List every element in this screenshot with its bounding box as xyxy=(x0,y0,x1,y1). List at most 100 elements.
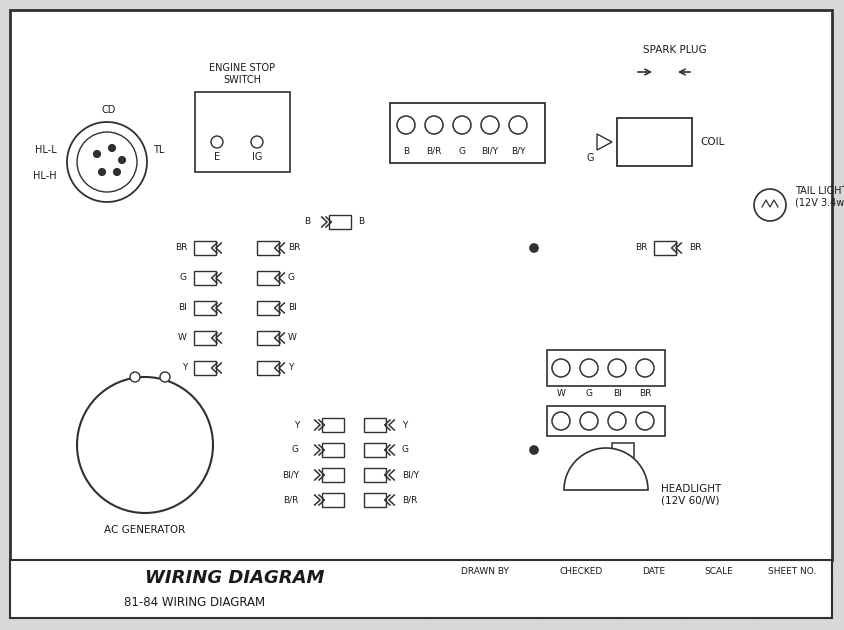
Text: B/R: B/R xyxy=(284,496,299,505)
Bar xyxy=(194,361,216,375)
Text: ENGINE STOP
SWITCH: ENGINE STOP SWITCH xyxy=(209,63,275,85)
Text: BI: BI xyxy=(288,304,297,312)
Circle shape xyxy=(580,359,598,377)
Text: W: W xyxy=(178,333,187,343)
Bar xyxy=(322,443,344,457)
Bar xyxy=(257,241,279,255)
Circle shape xyxy=(251,136,263,148)
Text: DRAWN BY: DRAWN BY xyxy=(461,566,509,575)
Text: IG: IG xyxy=(252,152,262,162)
Text: BI: BI xyxy=(613,389,621,399)
Text: BR: BR xyxy=(635,244,647,253)
Text: HL-L: HL-L xyxy=(35,145,57,155)
Circle shape xyxy=(552,359,570,377)
Circle shape xyxy=(481,116,499,134)
Circle shape xyxy=(113,168,121,176)
Text: B: B xyxy=(358,217,364,227)
Bar xyxy=(257,271,279,285)
Text: BR: BR xyxy=(639,389,652,399)
Polygon shape xyxy=(597,134,612,150)
Bar xyxy=(329,215,351,229)
Circle shape xyxy=(211,136,223,148)
Text: Y: Y xyxy=(294,420,299,430)
Circle shape xyxy=(636,412,654,430)
Text: W: W xyxy=(556,389,565,399)
Text: B/R: B/R xyxy=(426,147,441,156)
Text: BI/Y: BI/Y xyxy=(481,147,499,156)
Circle shape xyxy=(453,116,471,134)
Text: G: G xyxy=(586,389,592,399)
Text: BR: BR xyxy=(689,244,701,253)
Text: B: B xyxy=(304,217,310,227)
Bar xyxy=(364,493,386,507)
Text: G: G xyxy=(288,273,295,282)
Text: 81-84 WIRING DIAGRAM: 81-84 WIRING DIAGRAM xyxy=(124,595,266,609)
Text: W: W xyxy=(288,333,297,343)
Circle shape xyxy=(636,359,654,377)
Text: COIL: COIL xyxy=(700,137,724,147)
Circle shape xyxy=(552,412,570,430)
Text: B/Y: B/Y xyxy=(511,147,525,156)
Bar xyxy=(547,406,665,436)
Bar xyxy=(322,418,344,432)
Text: AC GENERATOR: AC GENERATOR xyxy=(105,525,186,535)
Text: HL-H: HL-H xyxy=(34,171,57,181)
Bar xyxy=(257,301,279,315)
Bar xyxy=(322,468,344,482)
Bar xyxy=(10,560,832,618)
Text: BI/Y: BI/Y xyxy=(282,471,299,479)
Bar xyxy=(10,10,832,560)
Text: G: G xyxy=(292,445,299,454)
Text: BI/Y: BI/Y xyxy=(402,471,419,479)
Circle shape xyxy=(530,446,538,454)
Text: Y: Y xyxy=(181,364,187,372)
Bar xyxy=(322,493,344,507)
Circle shape xyxy=(425,116,443,134)
Circle shape xyxy=(67,122,147,202)
Circle shape xyxy=(608,359,626,377)
Circle shape xyxy=(580,412,598,430)
Circle shape xyxy=(160,372,170,382)
Circle shape xyxy=(608,412,626,430)
Text: WIRING DIAGRAM: WIRING DIAGRAM xyxy=(145,569,325,587)
Text: B/R: B/R xyxy=(402,496,418,505)
Bar xyxy=(612,443,634,459)
Text: SCALE: SCALE xyxy=(705,566,733,575)
Bar xyxy=(390,103,545,163)
Text: TL: TL xyxy=(153,145,165,155)
Circle shape xyxy=(397,116,415,134)
Circle shape xyxy=(109,144,116,151)
Circle shape xyxy=(130,372,140,382)
Bar xyxy=(364,468,386,482)
Bar xyxy=(364,443,386,457)
Text: HEADLIGHT
(12V 60/W): HEADLIGHT (12V 60/W) xyxy=(661,484,722,506)
Wedge shape xyxy=(564,448,648,490)
Text: BR: BR xyxy=(175,244,187,253)
Circle shape xyxy=(509,116,527,134)
Text: SHEET NO.: SHEET NO. xyxy=(768,566,816,575)
Text: G: G xyxy=(402,445,409,454)
Bar xyxy=(257,331,279,345)
Text: Y: Y xyxy=(402,420,408,430)
Circle shape xyxy=(530,244,538,252)
Circle shape xyxy=(77,377,213,513)
Bar xyxy=(194,301,216,315)
Text: SPARK PLUG: SPARK PLUG xyxy=(643,45,706,55)
Circle shape xyxy=(77,132,137,192)
Text: CD: CD xyxy=(102,105,116,115)
Text: TAIL LIGHT
(12V 3.4w): TAIL LIGHT (12V 3.4w) xyxy=(795,186,844,208)
Bar xyxy=(194,271,216,285)
Circle shape xyxy=(754,189,786,221)
Bar xyxy=(654,241,676,255)
Circle shape xyxy=(94,151,100,158)
Circle shape xyxy=(99,168,106,176)
Text: BR: BR xyxy=(288,244,300,253)
Text: E: E xyxy=(214,152,220,162)
Text: Y: Y xyxy=(288,364,294,372)
Circle shape xyxy=(118,156,126,164)
Text: G: G xyxy=(458,147,466,156)
Text: B: B xyxy=(403,147,409,156)
Bar xyxy=(617,118,692,166)
Text: BI: BI xyxy=(178,304,187,312)
Text: G: G xyxy=(587,153,593,163)
